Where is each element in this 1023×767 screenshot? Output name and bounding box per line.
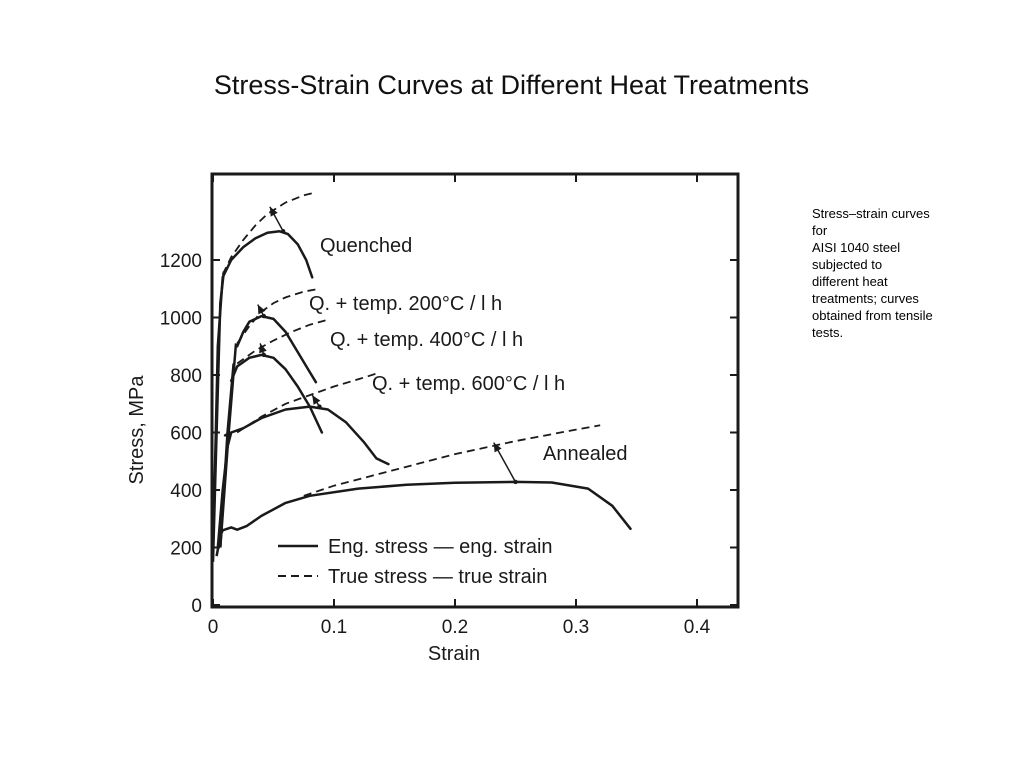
- caption-line: treatments; curves: [812, 291, 919, 306]
- legend: Eng. stress — eng. strain True stress — …: [278, 536, 553, 588]
- arrow-head: [493, 442, 502, 453]
- true-curve-2: [236, 319, 326, 365]
- y-tick-label: 0: [191, 596, 202, 617]
- y-axis-label: Stress, MPa: [126, 375, 148, 485]
- y-tick-label: 600: [170, 424, 202, 445]
- x-tick-label: 0.4: [684, 617, 711, 638]
- ticks-layer: 0 200 400 600 800 1000 1200 0 0.1 0.2 0.3 0.4: [160, 174, 738, 638]
- elastic-line: [215, 529, 224, 557]
- y-tick-label: 800: [170, 366, 202, 387]
- y-tick-label: 1200: [160, 251, 202, 272]
- plot-frame: [210, 172, 740, 609]
- arrow-origin-dot: [317, 404, 322, 409]
- x-tick-label: 0.3: [563, 617, 589, 638]
- arrow-origin-dot: [261, 352, 267, 358]
- arrow-origin-dot: [280, 229, 286, 234]
- eng-curve-2: [229, 353, 324, 434]
- y-tick-label: 200: [170, 539, 202, 560]
- true-curve-3: [236, 372, 377, 434]
- arrow-origin-dot: [513, 479, 518, 485]
- true-curve-1: [236, 287, 320, 344]
- arrow-origin-dot: [261, 313, 267, 319]
- eng-curve-3: [223, 405, 390, 466]
- caption-line: obtained from tensile: [812, 308, 933, 323]
- true-curve-0: [221, 191, 317, 275]
- caption-line: different heat: [812, 274, 888, 289]
- caption-line: subjected to: [812, 257, 883, 272]
- curve-label-2: Q. + temp. 400°C / l h: [330, 329, 523, 351]
- x-axis-label: Strain: [428, 643, 480, 665]
- x-tick-label: 0: [208, 617, 219, 638]
- labels-layer: Quenched Q. + temp. 200°C / l h Q. + temp.…: [309, 235, 628, 465]
- true-curve-4: [303, 424, 601, 497]
- caption-line: for: [812, 223, 828, 238]
- curve-label-3: Q. + temp. 600°C / l h: [372, 373, 565, 395]
- eng-curve-0: [211, 230, 314, 555]
- x-tick-label: 0.2: [442, 617, 468, 638]
- curves-layer: [211, 191, 632, 562]
- arrow-head: [269, 206, 278, 217]
- arrow-head: [312, 395, 321, 405]
- curve-label-4: Annealed: [543, 443, 628, 465]
- x-tick-label: 0.1: [321, 617, 347, 638]
- legend-entry-true: True stress — true strain: [328, 566, 547, 588]
- caption-line: AISI 1040 steel: [812, 240, 901, 255]
- caption-line: Stress–strain curves: [812, 206, 930, 221]
- caption-line: tests.: [812, 325, 844, 340]
- arrow-head: [257, 304, 266, 315]
- y-tick-label: 1000: [160, 309, 202, 330]
- eng-curve-1: [235, 314, 318, 384]
- arrow-head: [259, 343, 267, 354]
- slide-title: Stress-Strain Curves at Different Heat T…: [213, 70, 810, 100]
- legend-entry-eng: Eng. stress — eng. strain: [328, 536, 553, 558]
- curve-label-0: Quenched: [320, 235, 412, 257]
- curve-label-1: Q. + temp. 200°C / l h: [309, 293, 502, 315]
- eng-curve-4: [221, 480, 632, 532]
- y-tick-label: 400: [170, 481, 202, 502]
- figure-caption: Stress–strain curves for AISI 1040 steel…: [812, 205, 962, 341]
